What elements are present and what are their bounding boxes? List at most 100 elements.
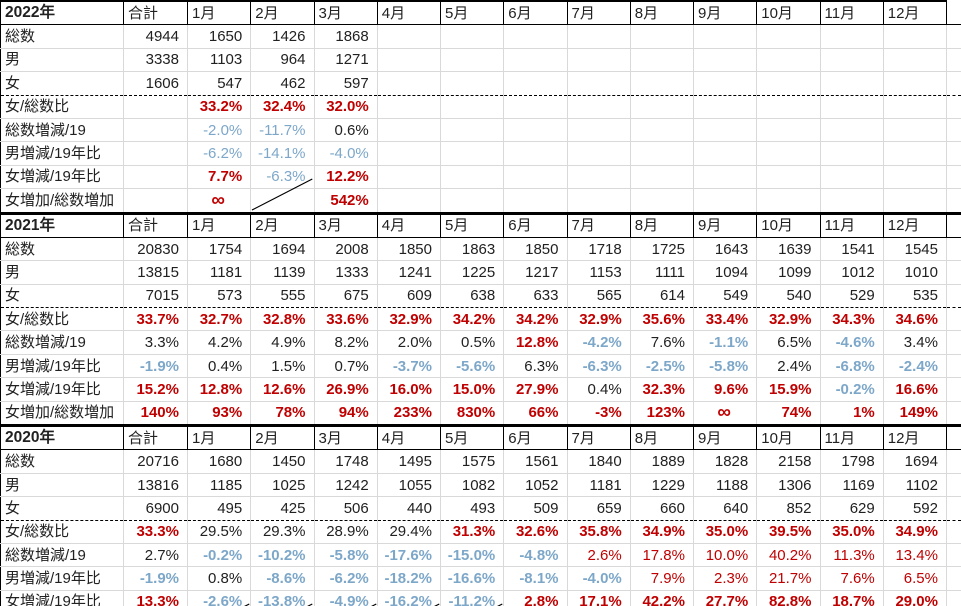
data-cell: 12.8%	[186, 377, 251, 402]
data-cell	[439, 48, 504, 73]
data-cell	[819, 188, 884, 215]
data-cell: -11.2%	[439, 590, 504, 606]
data-cell: 17.1%	[566, 590, 631, 606]
data-cell: 506	[313, 496, 378, 521]
month-column-header: 4月	[376, 0, 441, 26]
data-cell: 32.6%	[503, 520, 567, 544]
month-column-header: 6月	[503, 211, 567, 238]
data-cell: 40.2%	[756, 543, 820, 568]
data-cell: 32.0%	[313, 95, 378, 119]
data-cell	[692, 165, 757, 190]
data-cell: 123%	[629, 401, 694, 428]
data-cell: 29.0%	[882, 590, 947, 606]
data-cell: 659	[566, 496, 631, 521]
data-cell: -14.1%	[250, 141, 314, 166]
month-column-header: 9月	[692, 424, 757, 451]
data-cell	[692, 188, 757, 215]
data-cell: -1.9%	[123, 566, 188, 591]
data-cell: -6.8%	[819, 354, 884, 379]
month-column-header: 9月	[692, 211, 757, 238]
data-cell: 31.3%	[439, 520, 504, 544]
row-label: 女	[0, 71, 124, 96]
data-cell	[692, 24, 757, 49]
data-cell: 12.8%	[503, 330, 567, 355]
data-cell	[629, 95, 694, 119]
row-label: 男	[0, 260, 124, 285]
data-cell: 34.9%	[629, 520, 694, 544]
data-cell: 1082	[439, 473, 504, 498]
data-cell: 32.3%	[629, 377, 694, 402]
data-cell	[376, 24, 441, 49]
data-cell: 32.8%	[250, 307, 314, 332]
data-cell: -3%	[566, 401, 631, 428]
diagonal-cell	[250, 177, 314, 215]
data-cell	[882, 165, 947, 190]
data-row: 女増減/19年比 15.2% 12.8% 12.6% 26.9% 16.0% 15.0% 27…	[0, 377, 961, 402]
data-cell: 74%	[756, 401, 820, 428]
data-cell: 1495	[376, 449, 441, 474]
data-cell	[756, 48, 820, 73]
data-cell: 1545	[882, 237, 947, 262]
data-cell	[756, 165, 820, 190]
data-cell	[123, 118, 188, 143]
data-row: 男 3338 1103 964 1271	[0, 48, 961, 73]
data-cell: 3.3%	[123, 330, 188, 355]
month-column-header: 4月	[376, 211, 441, 238]
data-cell: 13.4%	[882, 543, 947, 568]
data-cell	[629, 118, 694, 143]
data-cell: 3338	[123, 48, 188, 73]
data-cell: 1012	[819, 260, 884, 285]
data-cell: 852	[756, 496, 820, 521]
data-cell: -15.0%	[439, 543, 504, 568]
data-cell: -8.6%	[250, 566, 314, 591]
spacer-cell	[946, 260, 961, 285]
total-column-header: 合計	[123, 211, 188, 238]
month-column-header: 11月	[819, 211, 884, 238]
data-cell: 21.7%	[756, 566, 820, 591]
spacer-cell	[946, 590, 961, 606]
row-label: 総数増減/19	[0, 330, 124, 355]
data-row: 女増加/総数増加 140% 93% 78% 94% 233% 830% 66% -3% 123% ∞…	[0, 401, 961, 428]
row-label: 女増減/19年比	[0, 377, 124, 402]
data-cell: 1694	[882, 449, 947, 474]
spacer-cell	[946, 377, 961, 402]
data-cell: -1.9%	[123, 354, 188, 379]
data-cell	[882, 24, 947, 49]
data-cell: 1798	[819, 449, 884, 474]
data-row: 総数 4944 1650 1426 1868	[0, 24, 961, 49]
data-cell: -2.4%	[882, 354, 947, 379]
month-column-header: 5月	[439, 0, 504, 26]
data-cell: -5.6%	[439, 354, 504, 379]
data-cell	[882, 48, 947, 73]
data-cell: 34.6%	[882, 307, 947, 332]
data-cell: 4944	[123, 24, 188, 49]
month-column-header: 2月	[250, 424, 314, 451]
data-cell: 42.2%	[629, 590, 694, 606]
data-cell: -2.0%	[186, 118, 251, 143]
data-cell: 1639	[756, 237, 820, 262]
month-column-header: 7月	[566, 211, 631, 238]
data-cell	[882, 188, 947, 215]
data-cell	[376, 118, 441, 143]
data-cell: 1643	[692, 237, 757, 262]
row-label: 総数増減/19	[0, 543, 124, 568]
data-cell: 638	[439, 284, 504, 309]
data-cell: -13.8%	[250, 590, 314, 606]
data-cell: 1010	[882, 260, 947, 285]
data-cell: -6.2%	[313, 566, 378, 591]
row-label: 女/総数比	[0, 307, 124, 332]
spacer-cell	[946, 543, 961, 568]
data-cell: 16.0%	[376, 377, 441, 402]
data-cell: 675	[313, 284, 378, 309]
spacer-cell	[946, 48, 961, 73]
data-cell: 4.2%	[186, 330, 251, 355]
data-cell: -4.8%	[503, 543, 567, 568]
data-cell: 12.6%	[250, 377, 314, 402]
data-cell: 1718	[566, 237, 631, 262]
data-cell: 7.7%	[186, 165, 251, 190]
data-cell	[439, 24, 504, 49]
data-cell	[692, 141, 757, 166]
row-label: 男増減/19年比	[0, 566, 124, 591]
month-column-header: 2月	[250, 211, 314, 238]
